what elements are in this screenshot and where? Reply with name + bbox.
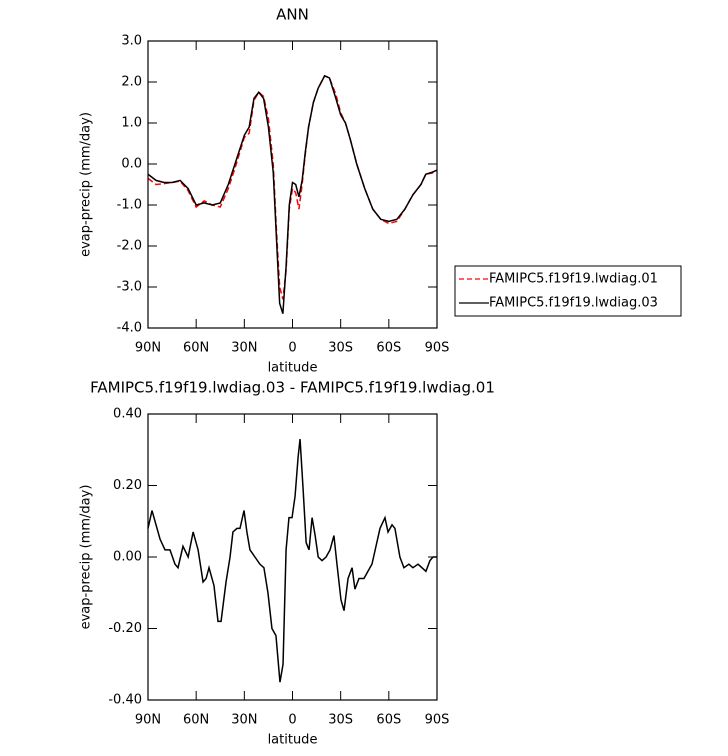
y-axis-label: evap-precip (mm/day) <box>79 112 94 257</box>
x-tick-label: 90N <box>135 713 161 728</box>
y-tick-label: -3.0 <box>117 280 142 295</box>
y-axis-label: evap-precip (mm/day) <box>79 485 94 630</box>
plot-frame <box>147 40 438 329</box>
y-tick-label: 2.0 <box>121 75 142 90</box>
x-tick-label: 30N <box>231 341 257 356</box>
y-tick-label: -0.40 <box>108 693 142 708</box>
x-tick-label: 30N <box>231 713 257 728</box>
x-tick-label: 30S <box>328 341 353 356</box>
y-tick-label: -0.20 <box>108 621 142 636</box>
legend-label: FAMIPC5.f19f19.lwdiag.01 <box>489 272 658 287</box>
y-tick-label: 1.0 <box>121 116 142 131</box>
x-tick-label: 60N <box>183 713 209 728</box>
y-tick-label: 0.40 <box>113 407 142 422</box>
y-tick-label: -4.0 <box>117 321 142 336</box>
x-axis-label: latitude <box>268 361 318 376</box>
y-tick-label: 0.0 <box>121 157 142 172</box>
x-tick-label: 30S <box>328 713 353 728</box>
plot-frame <box>147 413 438 701</box>
x-tick-label: 0 <box>288 713 296 728</box>
x-tick-label: 90N <box>135 341 161 356</box>
chart-title: FAMIPC5.f19f19.lwdiag.03 - FAMIPC5.f19f1… <box>90 379 495 397</box>
y-tick-label: -2.0 <box>117 239 142 254</box>
x-tick-label: 60S <box>376 341 401 356</box>
y-tick-label: -1.0 <box>117 198 142 213</box>
y-tick-label: 3.0 <box>121 34 142 49</box>
chart-title: ANN <box>276 6 309 24</box>
x-tick-label: 60S <box>376 713 401 728</box>
legend-label: FAMIPC5.f19f19.lwdiag.03 <box>489 296 658 311</box>
y-tick-label: 0.00 <box>113 550 142 565</box>
data-line <box>147 74 438 314</box>
x-tick-label: 60N <box>183 341 209 356</box>
x-tick-label: 0 <box>288 341 296 356</box>
x-tick-label: 90S <box>425 341 450 356</box>
x-axis-label: latitude <box>268 733 318 748</box>
legend-box <box>454 265 682 317</box>
x-tick-label: 90S <box>425 713 450 728</box>
data-line <box>147 438 437 683</box>
y-tick-label: 0.20 <box>113 478 142 493</box>
